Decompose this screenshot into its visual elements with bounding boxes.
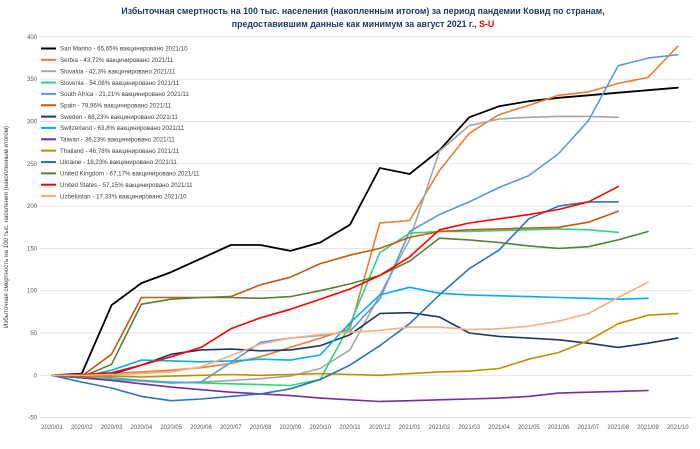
legend-label-slovenia: Slovenia - 54,08% вакцинировано 2021/11 — [60, 80, 180, 87]
x-tick-label: 2020/11 — [339, 425, 361, 431]
chart-title-line1: Избыточная смертность на 100 тыс. населе… — [121, 6, 604, 16]
legend-label-united-states: United States - 57,15% вакцинировано 202… — [60, 182, 193, 189]
legend-label-taiwan: Taiwan - 36,23% вакцинировано 2021/11 — [60, 137, 175, 144]
legend-label-ukraine: Ukraine - 18,23% вакцинировано 2021/11 — [60, 159, 177, 166]
series-line-sweden — [51, 311, 679, 379]
legend-label-slovakia: Slovakia - 42,3% вакцинировано 2021/11 — [60, 68, 176, 75]
x-tick-label: 2020/06 — [190, 425, 212, 431]
y-tick-label: 350 — [27, 77, 38, 83]
legend-item-taiwan: Taiwan - 36,23% вакцинировано 2021/11 — [41, 137, 175, 144]
x-tick-label: 2020/02 — [71, 425, 93, 431]
series-line-south-africa — [51, 53, 679, 384]
y-tick-label: 150 — [27, 246, 38, 252]
series-line-switzerland — [51, 286, 649, 378]
y-tick-label: -50 — [28, 416, 37, 422]
series-line-ukraine — [51, 201, 620, 402]
legend-item-serbia: Serbia - 43,72% вакцинировано 2021/11 — [41, 57, 174, 64]
series-line-united-kingdom — [51, 230, 649, 378]
x-tick-label: 2020/09 — [280, 425, 302, 431]
legend-label-switzerland: Switzerland - 63,8% вакцинировано 2021/1… — [60, 125, 185, 132]
series-line-slovakia — [51, 115, 620, 384]
series-line-spain — [51, 210, 620, 377]
y-tick-label: 200 — [27, 204, 38, 210]
legend-item-slovenia: Slovenia - 54,08% вакцинировано 2021/11 — [41, 80, 180, 87]
x-tick-label: 2020/08 — [250, 425, 272, 431]
x-tick-label: 2020/01 — [41, 425, 63, 431]
legend-item-thailand: Thailand - 46,78% вакцинировано 2021/11 — [41, 148, 180, 155]
x-tick-label: 2021/01 — [399, 425, 421, 431]
x-tick-label: 2021/08 — [607, 425, 629, 431]
x-tick-label: 2021/04 — [488, 425, 510, 431]
legend-label-south-africa: South Africa - 21,21% вакцинировано 2021… — [60, 91, 189, 98]
series-line-serbia — [51, 45, 679, 377]
x-tick-label: 2020/10 — [309, 425, 331, 431]
legend-label-uzbekistan: Uzbekistan - 17,33% вакцинировано 2021/1… — [60, 193, 187, 200]
y-tick-label: 50 — [30, 331, 37, 337]
x-tick-label: 2020/04 — [131, 425, 153, 431]
x-tick-label: 2020/07 — [220, 425, 242, 431]
x-tick-label: 2021/09 — [637, 425, 659, 431]
x-tick-label: 2021/06 — [548, 425, 570, 431]
legend-label-sweden: Sweden - 68,23% вакцинировано 2021/11 — [60, 114, 178, 121]
legend-item-sweden: Sweden - 68,23% вакцинировано 2021/11 — [41, 114, 178, 121]
x-tick-label: 2021/05 — [518, 425, 540, 431]
series-line-thailand — [51, 312, 679, 378]
x-tick-label: 2021/03 — [458, 425, 480, 431]
y-tick-label: 400 — [27, 35, 38, 41]
legend-label-spain: Spain - 79,96% вакцинировано 2021/11 — [60, 102, 172, 109]
x-tick-label: 2020/03 — [101, 425, 123, 431]
chart-title-line2-prefix: предоставившим данные как минимум за авг… — [232, 19, 479, 29]
x-tick-label: 2020/12 — [369, 425, 391, 431]
legend-label-united-kingdom: United Kingdom - 67,17% вакцинировано 20… — [60, 171, 200, 178]
legend-item-south-africa: South Africa - 21,21% вакцинировано 2021… — [41, 91, 189, 98]
legend-item-san-marino: San Marino - 65,65% вакцинировано 2021/1… — [41, 46, 188, 53]
legend-item-united-states: United States - 57,15% вакцинировано 202… — [41, 182, 193, 189]
series-line-united-states — [51, 185, 620, 377]
legend-item-spain: Spain - 79,96% вакцинировано 2021/11 — [41, 102, 172, 109]
chart-title-highlight: S-U — [479, 19, 494, 29]
y-axis-title: Избыточная смертность на 100 тыс. населе… — [3, 126, 10, 328]
y-tick-label: 0 — [34, 373, 38, 379]
legend-label-san-marino: San Marino - 65,65% вакцинировано 2021/1… — [60, 46, 188, 53]
legend-item-united-kingdom: United Kingdom - 67,17% вакцинировано 20… — [41, 171, 200, 178]
legend-label-thailand: Thailand - 46,78% вакцинировано 2021/11 — [60, 148, 180, 155]
legend-item-slovakia: Slovakia - 42,3% вакцинировано 2021/11 — [41, 68, 176, 75]
x-tick-label: 2021/10 — [667, 425, 689, 431]
chart-title-line2: предоставившим данные как минимум за авг… — [232, 19, 494, 29]
series-line-taiwan — [51, 374, 649, 403]
y-tick-label: 250 — [27, 162, 38, 168]
legend-item-uzbekistan: Uzbekistan - 17,33% вакцинировано 2021/1… — [41, 193, 187, 200]
legend-label-serbia: Serbia - 43,72% вакцинировано 2021/11 — [60, 57, 174, 64]
x-tick-label: 2020/05 — [160, 425, 182, 431]
x-tick-label: 2021/07 — [578, 425, 600, 431]
series-line-uzbekistan — [51, 281, 649, 377]
y-tick-label: 300 — [27, 120, 38, 126]
series-line-san-marino — [51, 86, 679, 377]
y-tick-label: 100 — [27, 289, 38, 295]
legend-item-ukraine: Ukraine - 18,23% вакцинировано 2021/11 — [41, 159, 177, 166]
legend-item-switzerland: Switzerland - 63,8% вакцинировано 2021/1… — [41, 125, 185, 132]
x-tick-label: 2021/02 — [429, 425, 451, 431]
